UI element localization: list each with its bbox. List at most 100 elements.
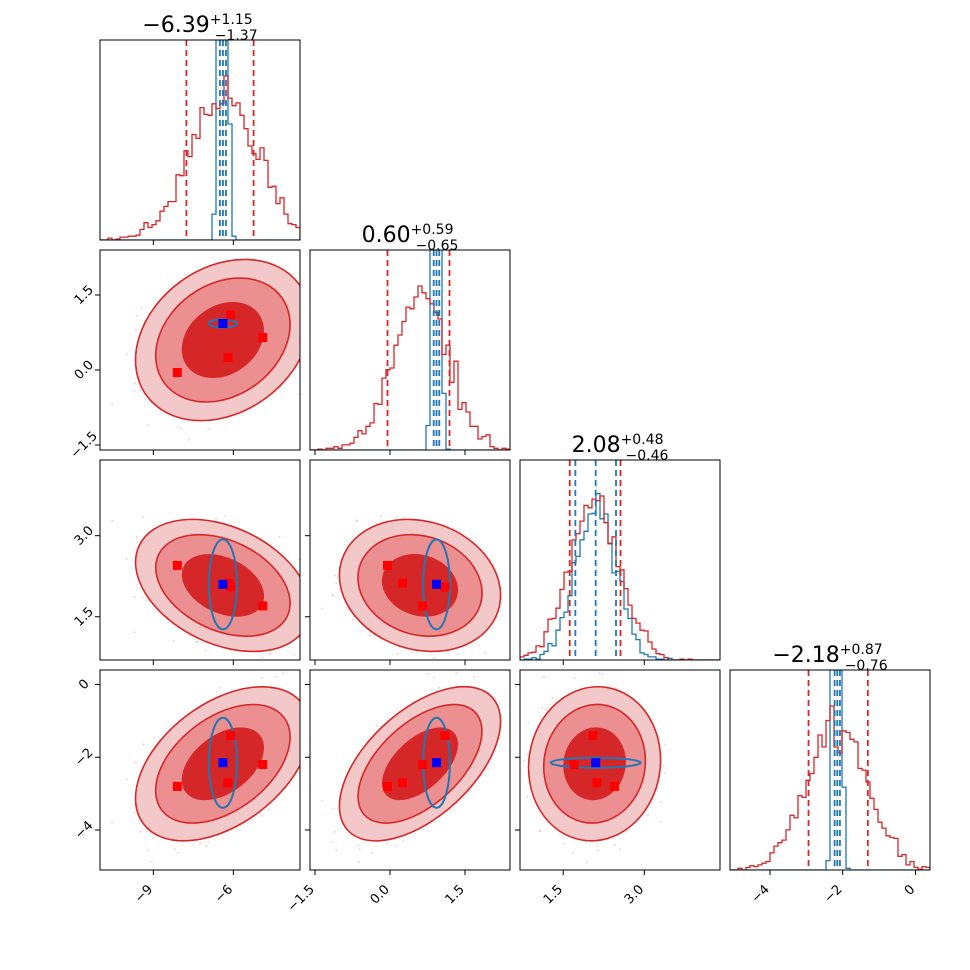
scatter-point: [369, 631, 372, 633]
scatter-point: [660, 800, 662, 803]
scatter-point: [207, 428, 210, 430]
scatter-point: [477, 645, 480, 647]
scatter-point: [323, 330, 325, 332]
scatter-point: [311, 611, 313, 613]
scatter-point: [335, 582, 338, 585]
scatter-point: [180, 428, 182, 430]
panel-frame-3-1: [309, 669, 511, 871]
scatter-point: [254, 665, 256, 667]
scatter-point: [311, 703, 313, 705]
panel-frame-2-0: [99, 459, 301, 661]
scatter-point: [625, 830, 628, 833]
scatter-point: [125, 778, 128, 781]
scatter-point: [526, 752, 529, 755]
scatter-point: [334, 574, 336, 577]
scatter-point: [302, 579, 304, 581]
scatter-point: [177, 852, 179, 854]
scatter-point: [335, 849, 338, 852]
scatter-point: [282, 672, 284, 675]
scatter-point: [275, 676, 277, 678]
scatter-point: [268, 808, 270, 811]
scatter-point: [331, 594, 334, 596]
scatter-point: [311, 751, 313, 753]
scatter-point: [139, 830, 142, 833]
red-marker: [258, 760, 268, 769]
scatter-point: [133, 804, 136, 807]
scatter-point: [431, 688, 433, 691]
scatter-point: [595, 845, 598, 847]
scatter-point: [219, 686, 221, 689]
scatter-point: [204, 453, 206, 455]
red-marker: [172, 781, 182, 791]
scatter-point: [278, 535, 281, 538]
scatter-point: [356, 520, 358, 522]
scatter-point: [314, 609, 316, 611]
panel-frame-1-0: [99, 249, 301, 451]
red-marker: [398, 778, 407, 788]
scatter-point: [111, 403, 113, 406]
red-marker: [258, 333, 268, 342]
red-marker: [418, 760, 427, 769]
blue-marker: [218, 319, 228, 328]
scatter-point: [411, 650, 414, 653]
scatter-point: [188, 438, 190, 441]
scatter-point: [376, 724, 378, 727]
scatter-point: [321, 799, 323, 802]
scatter-point: [371, 852, 373, 854]
scatter-point: [205, 845, 208, 847]
scatter-point: [223, 515, 226, 518]
panel-2d-3-2: [511, 672, 666, 863]
scatter-point: [314, 341, 316, 343]
scatter-point: [293, 653, 295, 656]
scatter-point: [307, 594, 309, 596]
scatter-point: [386, 842, 388, 845]
scatter-point: [311, 333, 313, 335]
scatter-point: [303, 638, 305, 640]
scatter-point: [647, 814, 649, 817]
red-marker: [172, 560, 182, 570]
scatter-point: [317, 752, 319, 754]
scatter-point: [527, 721, 530, 724]
scatter-point: [456, 653, 459, 656]
scatter-point: [136, 314, 138, 317]
scatter-point: [173, 640, 175, 642]
contour-level-3: [181, 302, 264, 379]
scatter-point: [318, 769, 320, 771]
scatter-point: [323, 622, 325, 624]
scatter-point: [145, 599, 148, 602]
scatter-point: [125, 353, 128, 356]
red-marker: [223, 353, 233, 362]
scatter-point: [329, 297, 331, 299]
blue-contour: [422, 538, 451, 631]
contour-level-3: [381, 554, 459, 617]
scatter-point: [511, 752, 513, 754]
scatter-point: [151, 861, 153, 863]
scatter-point: [270, 652, 272, 655]
scatter-point: [396, 653, 399, 655]
panel-2d-3-0: [111, 672, 320, 863]
scatter-point: [321, 607, 323, 610]
scatter-point: [433, 677, 435, 679]
scatter-point: [394, 845, 397, 847]
scatter-point: [147, 829, 149, 832]
red-marker: [223, 578, 233, 588]
scatter-point: [133, 631, 136, 633]
scatter-point: [311, 566, 313, 568]
scatter-point: [302, 333, 304, 335]
scatter-point: [134, 811, 136, 814]
scatter-point: [473, 676, 475, 678]
red-marker: [440, 731, 450, 740]
scatter-point: [563, 842, 565, 845]
scatter-point: [311, 351, 313, 353]
scatter-point: [432, 664, 434, 666]
scatter-point: [410, 689, 412, 691]
blue-marker: [218, 758, 228, 768]
scatter-point: [139, 389, 142, 391]
scatter-point: [402, 517, 405, 519]
scatter-point: [516, 741, 518, 743]
scatter-point: [427, 829, 430, 832]
scatter-point: [196, 641, 198, 643]
scatter-point: [215, 517, 217, 519]
panel-2d-2-0: [111, 515, 325, 667]
